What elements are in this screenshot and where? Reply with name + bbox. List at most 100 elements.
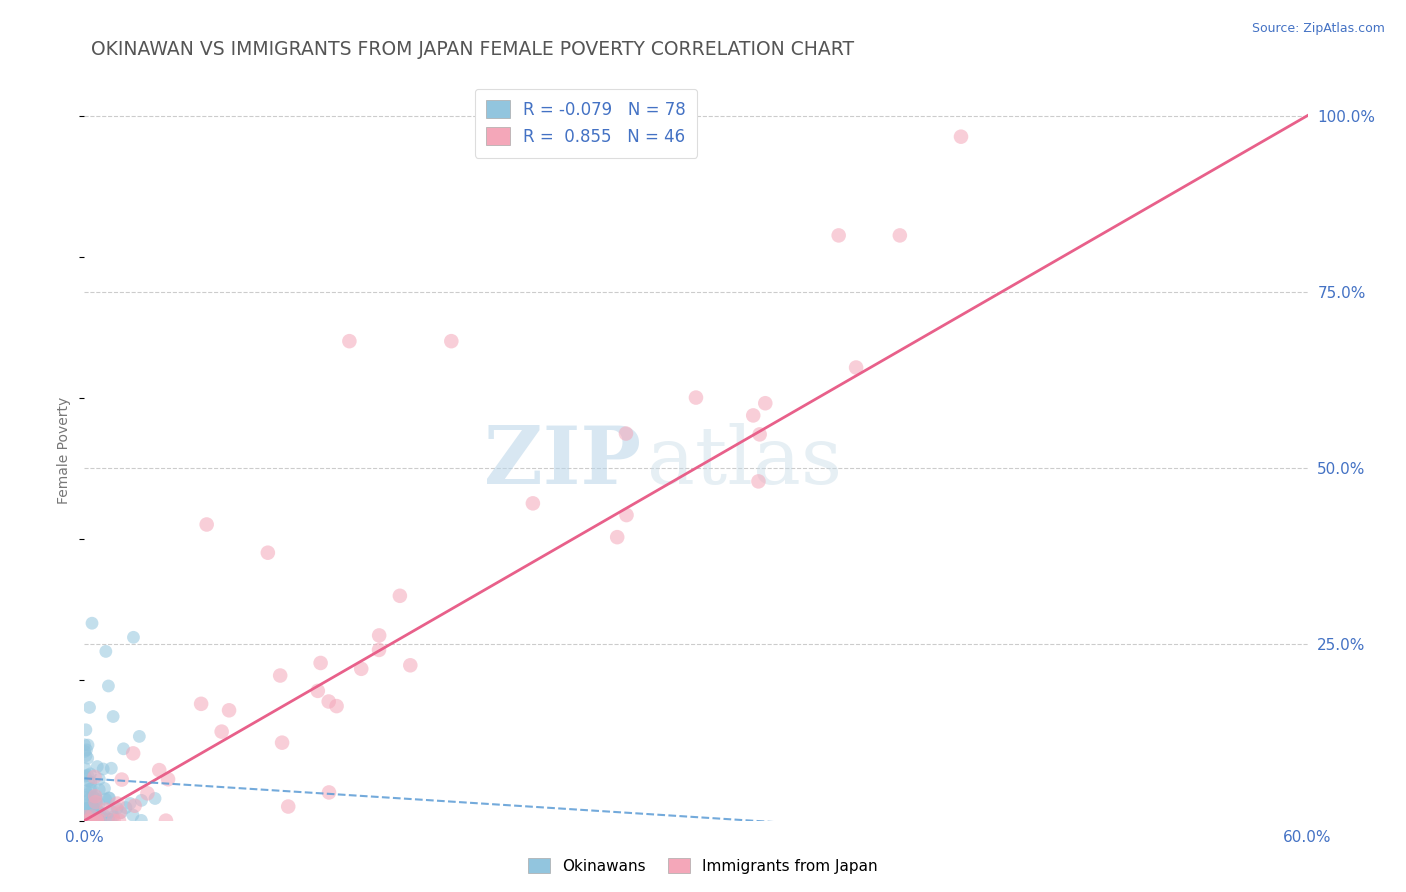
Point <box>110 805 132 820</box>
Point <box>75 723 97 737</box>
Point <box>73 738 96 752</box>
Point <box>75 803 97 817</box>
Point <box>75 805 97 819</box>
Point <box>97 679 120 693</box>
Point <box>350 662 373 676</box>
Point <box>79 767 101 781</box>
Point <box>86 759 108 773</box>
Point <box>77 801 100 815</box>
Point <box>325 699 347 714</box>
Point <box>80 805 103 819</box>
Point <box>339 334 361 348</box>
Point <box>614 426 637 441</box>
Point <box>76 801 98 815</box>
Point <box>77 803 100 817</box>
Point <box>76 810 98 824</box>
Point <box>89 809 111 823</box>
Point <box>83 802 105 816</box>
Point <box>89 805 111 820</box>
Point <box>94 792 117 806</box>
Point <box>83 790 105 805</box>
Point <box>257 546 280 560</box>
Point <box>522 496 544 510</box>
Point <box>98 791 121 805</box>
Point <box>77 814 100 828</box>
Point <box>122 630 145 644</box>
Point <box>79 805 101 820</box>
Point <box>80 775 103 789</box>
Point <box>80 781 103 796</box>
Point <box>399 658 422 673</box>
Point <box>845 360 868 375</box>
Point <box>91 810 114 824</box>
Point <box>86 792 108 806</box>
Point <box>86 814 108 828</box>
Point <box>889 228 911 243</box>
Point <box>616 508 638 522</box>
Point <box>120 797 142 811</box>
Point <box>190 697 212 711</box>
Point <box>748 427 770 442</box>
Point <box>131 793 153 807</box>
Point <box>86 796 108 810</box>
Point <box>76 811 98 825</box>
Text: ZIP: ZIP <box>484 423 641 500</box>
Point <box>84 805 107 819</box>
Point <box>76 788 98 802</box>
Point <box>122 747 145 761</box>
Point <box>121 808 143 822</box>
Point <box>93 808 115 822</box>
Point <box>606 530 628 544</box>
Point <box>112 741 135 756</box>
Point <box>115 800 138 814</box>
Point <box>309 656 332 670</box>
Point <box>754 396 776 410</box>
Point <box>318 785 340 799</box>
Point <box>80 809 103 823</box>
Point <box>111 772 134 787</box>
Point <box>103 809 125 823</box>
Text: Source: ZipAtlas.com: Source: ZipAtlas.com <box>1251 22 1385 36</box>
Point <box>103 814 125 828</box>
Point <box>76 812 98 826</box>
Point <box>131 814 153 828</box>
Point <box>79 796 101 810</box>
Point <box>89 813 111 827</box>
Point <box>84 789 107 804</box>
Point <box>136 786 159 800</box>
Legend: Okinawans, Immigrants from Japan: Okinawans, Immigrants from Japan <box>522 852 884 880</box>
Point <box>75 784 97 798</box>
Point <box>828 228 851 243</box>
Point <box>318 694 340 708</box>
Point <box>747 475 769 489</box>
Point <box>97 791 120 805</box>
Point <box>271 736 294 750</box>
Point <box>307 684 329 698</box>
Point <box>82 799 104 814</box>
Point <box>950 129 973 144</box>
Point <box>368 643 391 657</box>
Point <box>89 782 111 797</box>
Point <box>93 781 115 796</box>
Point <box>75 748 97 763</box>
Point <box>86 814 108 828</box>
Point <box>75 790 97 805</box>
Point <box>97 812 120 826</box>
Point <box>218 703 240 717</box>
Point <box>75 769 97 783</box>
Point <box>105 797 128 811</box>
Point <box>100 813 122 827</box>
Point <box>91 762 114 776</box>
Point <box>440 334 463 348</box>
Point <box>73 761 96 775</box>
Y-axis label: Female Poverty: Female Poverty <box>58 397 72 504</box>
Point <box>87 813 110 827</box>
Point <box>143 791 166 805</box>
Point <box>76 803 98 817</box>
Text: atlas: atlas <box>647 423 842 500</box>
Point <box>83 770 105 784</box>
Point <box>77 801 100 815</box>
Point <box>94 644 117 658</box>
Point <box>101 709 124 723</box>
Point <box>79 813 101 827</box>
